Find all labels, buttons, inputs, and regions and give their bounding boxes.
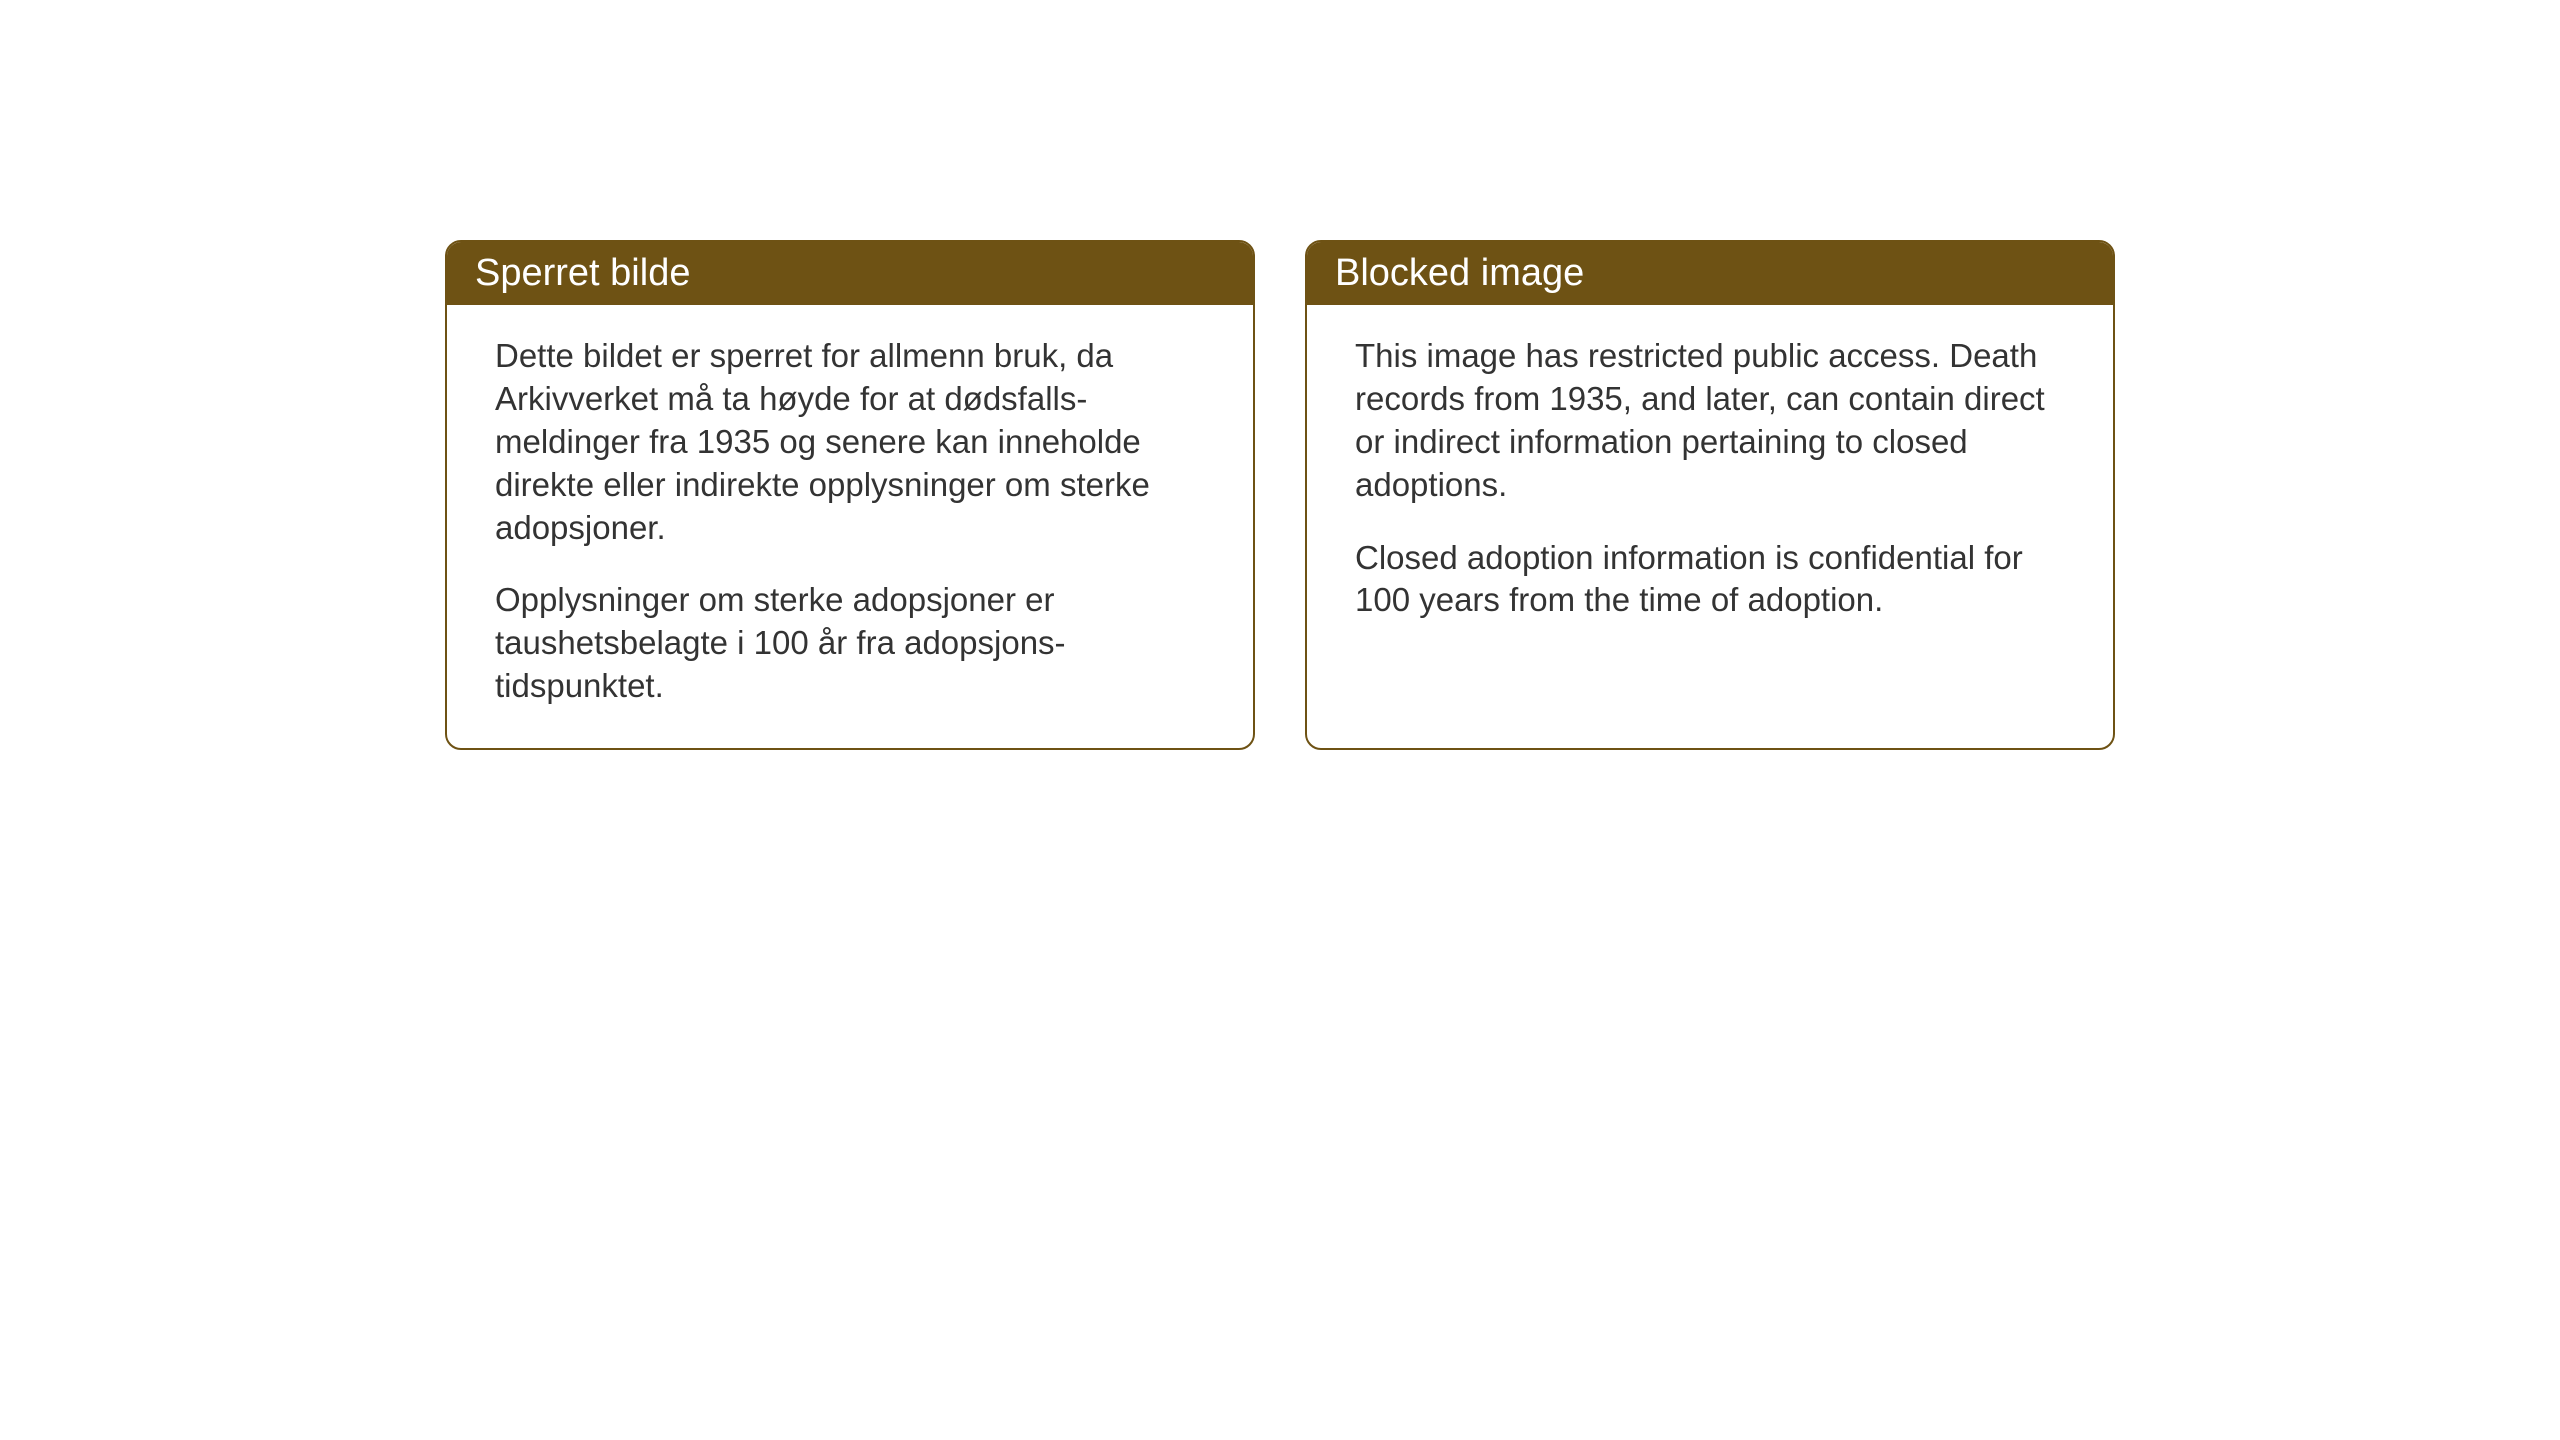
notice-paragraph: Opplysninger om sterke adopsjoner er tau… — [495, 579, 1205, 708]
notice-header-norwegian: Sperret bilde — [447, 242, 1253, 305]
notice-header-english: Blocked image — [1307, 242, 2113, 305]
notice-body-norwegian: Dette bildet er sperret for allmenn bruk… — [447, 305, 1253, 748]
notice-paragraph: This image has restricted public access.… — [1355, 335, 2065, 507]
notice-body-english: This image has restricted public access.… — [1307, 305, 2113, 745]
notice-card-norwegian: Sperret bilde Dette bildet er sperret fo… — [445, 240, 1255, 750]
notice-paragraph: Closed adoption information is confident… — [1355, 537, 2065, 623]
notice-paragraph: Dette bildet er sperret for allmenn bruk… — [495, 335, 1205, 549]
notice-container: Sperret bilde Dette bildet er sperret fo… — [445, 240, 2115, 750]
notice-card-english: Blocked image This image has restricted … — [1305, 240, 2115, 750]
